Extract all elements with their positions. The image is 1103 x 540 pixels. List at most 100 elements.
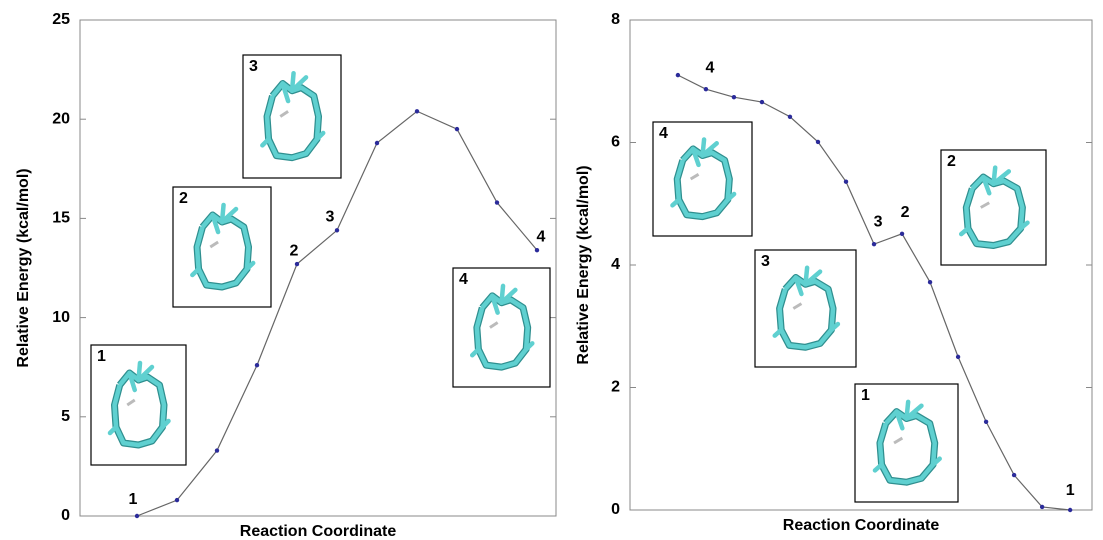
molecule-bond (499, 287, 518, 305)
data-point (759, 99, 765, 105)
molecule-bond (690, 146, 701, 168)
molecule-bond (670, 197, 682, 208)
structure-inset: 3 (242, 54, 342, 179)
x-axis-label: Reaction Coordinate (783, 517, 940, 534)
molecule-bond (829, 321, 841, 333)
molecule-bond (725, 191, 737, 202)
y-tick-label: 15 (52, 210, 70, 227)
y-tick-label: 0 (611, 501, 620, 518)
molecule-bond (260, 136, 271, 148)
y-tick-label: 6 (611, 134, 620, 151)
molecule-bond (289, 75, 309, 93)
point-label: 2 (901, 204, 910, 221)
molecule-bond (127, 370, 137, 393)
x-axis-label: Reaction Coordinate (240, 523, 397, 540)
hydrogen (792, 302, 803, 310)
molecule-bond (314, 130, 326, 142)
molecule-bond (136, 364, 155, 383)
data-point (927, 279, 933, 285)
data-point (294, 261, 300, 267)
molecule-bond (904, 403, 924, 421)
molecule-bond (772, 327, 784, 338)
inset-label: 3 (249, 58, 258, 75)
hydrogen (689, 173, 700, 181)
molecule-bond (793, 275, 804, 297)
molecule-bond (930, 456, 942, 467)
molecule-bond (219, 206, 239, 225)
point-label: 1 (1066, 482, 1075, 499)
molecule-bond (190, 266, 201, 278)
y-tick-label: 4 (611, 256, 620, 273)
y-axis-label: Relative Energy (kcal/mol) (575, 165, 592, 364)
inset-label: 1 (861, 387, 870, 404)
structure-inset: 4 (652, 121, 753, 237)
inset-label: 4 (459, 271, 468, 288)
y-axis-label: Relative Energy (kcal/mol) (15, 168, 32, 367)
point-label: 3 (326, 209, 335, 226)
data-point (454, 126, 460, 132)
structure-inset: 1 (90, 344, 187, 466)
y-tick-label: 25 (52, 11, 70, 28)
molecule-bond (490, 293, 500, 315)
data-point (843, 179, 849, 184)
molecule-bond (469, 347, 481, 358)
data-point (815, 139, 821, 145)
structure-inset: 1 (854, 383, 959, 503)
data-point (1011, 472, 1017, 478)
inset-label: 2 (179, 190, 188, 207)
data-point (871, 241, 877, 247)
data-point (254, 363, 260, 368)
y-tick-label: 2 (611, 379, 620, 396)
y-tick-label: 8 (611, 11, 620, 28)
inset-label: 3 (761, 253, 770, 270)
molecule-bond (523, 341, 535, 352)
structure-inset: 2 (940, 149, 1047, 266)
hydrogen (209, 240, 219, 249)
point-label: 4 (705, 59, 714, 76)
hydrogen (279, 110, 289, 118)
data-point (675, 72, 681, 78)
point-label: 3 (874, 213, 883, 230)
molecule-bond (210, 212, 221, 235)
data-point (174, 497, 180, 503)
point-label: 1 (129, 491, 138, 508)
data-point (955, 354, 961, 360)
molecule-bond (981, 174, 992, 196)
hydrogen (893, 436, 904, 445)
data-point (787, 114, 793, 119)
data-point (214, 448, 220, 453)
data-point (731, 94, 737, 100)
y-tick-label: 10 (52, 309, 70, 326)
data-point (494, 200, 500, 205)
point-label: 4 (537, 228, 546, 245)
data-point (334, 228, 340, 233)
molecule-bond (107, 424, 119, 436)
point-label: 2 (290, 242, 299, 259)
molecule-bond (700, 141, 719, 158)
molecule-bond (872, 462, 884, 473)
data-point (534, 247, 540, 253)
molecule-bond (803, 269, 823, 287)
plot-frame (79, 19, 557, 517)
molecule-bond (991, 169, 1012, 186)
inset-label: 2 (947, 153, 956, 170)
hydrogen (980, 201, 990, 209)
data-point (983, 419, 989, 424)
molecule-bond (244, 260, 256, 272)
y-tick-label: 5 (61, 408, 70, 425)
molecule-bond (280, 81, 291, 104)
inset-label: 1 (97, 348, 106, 365)
data-point (1067, 507, 1073, 513)
data-point (1039, 504, 1045, 510)
data-point (899, 231, 905, 236)
molecule-bond (1018, 220, 1030, 231)
inset-label: 4 (659, 125, 668, 142)
molecule-bond (958, 226, 971, 237)
y-tick-label: 0 (61, 507, 70, 524)
hydrogen (126, 398, 136, 407)
data-point (703, 87, 709, 92)
data-point (134, 513, 140, 519)
structure-inset: 4 (452, 267, 551, 388)
